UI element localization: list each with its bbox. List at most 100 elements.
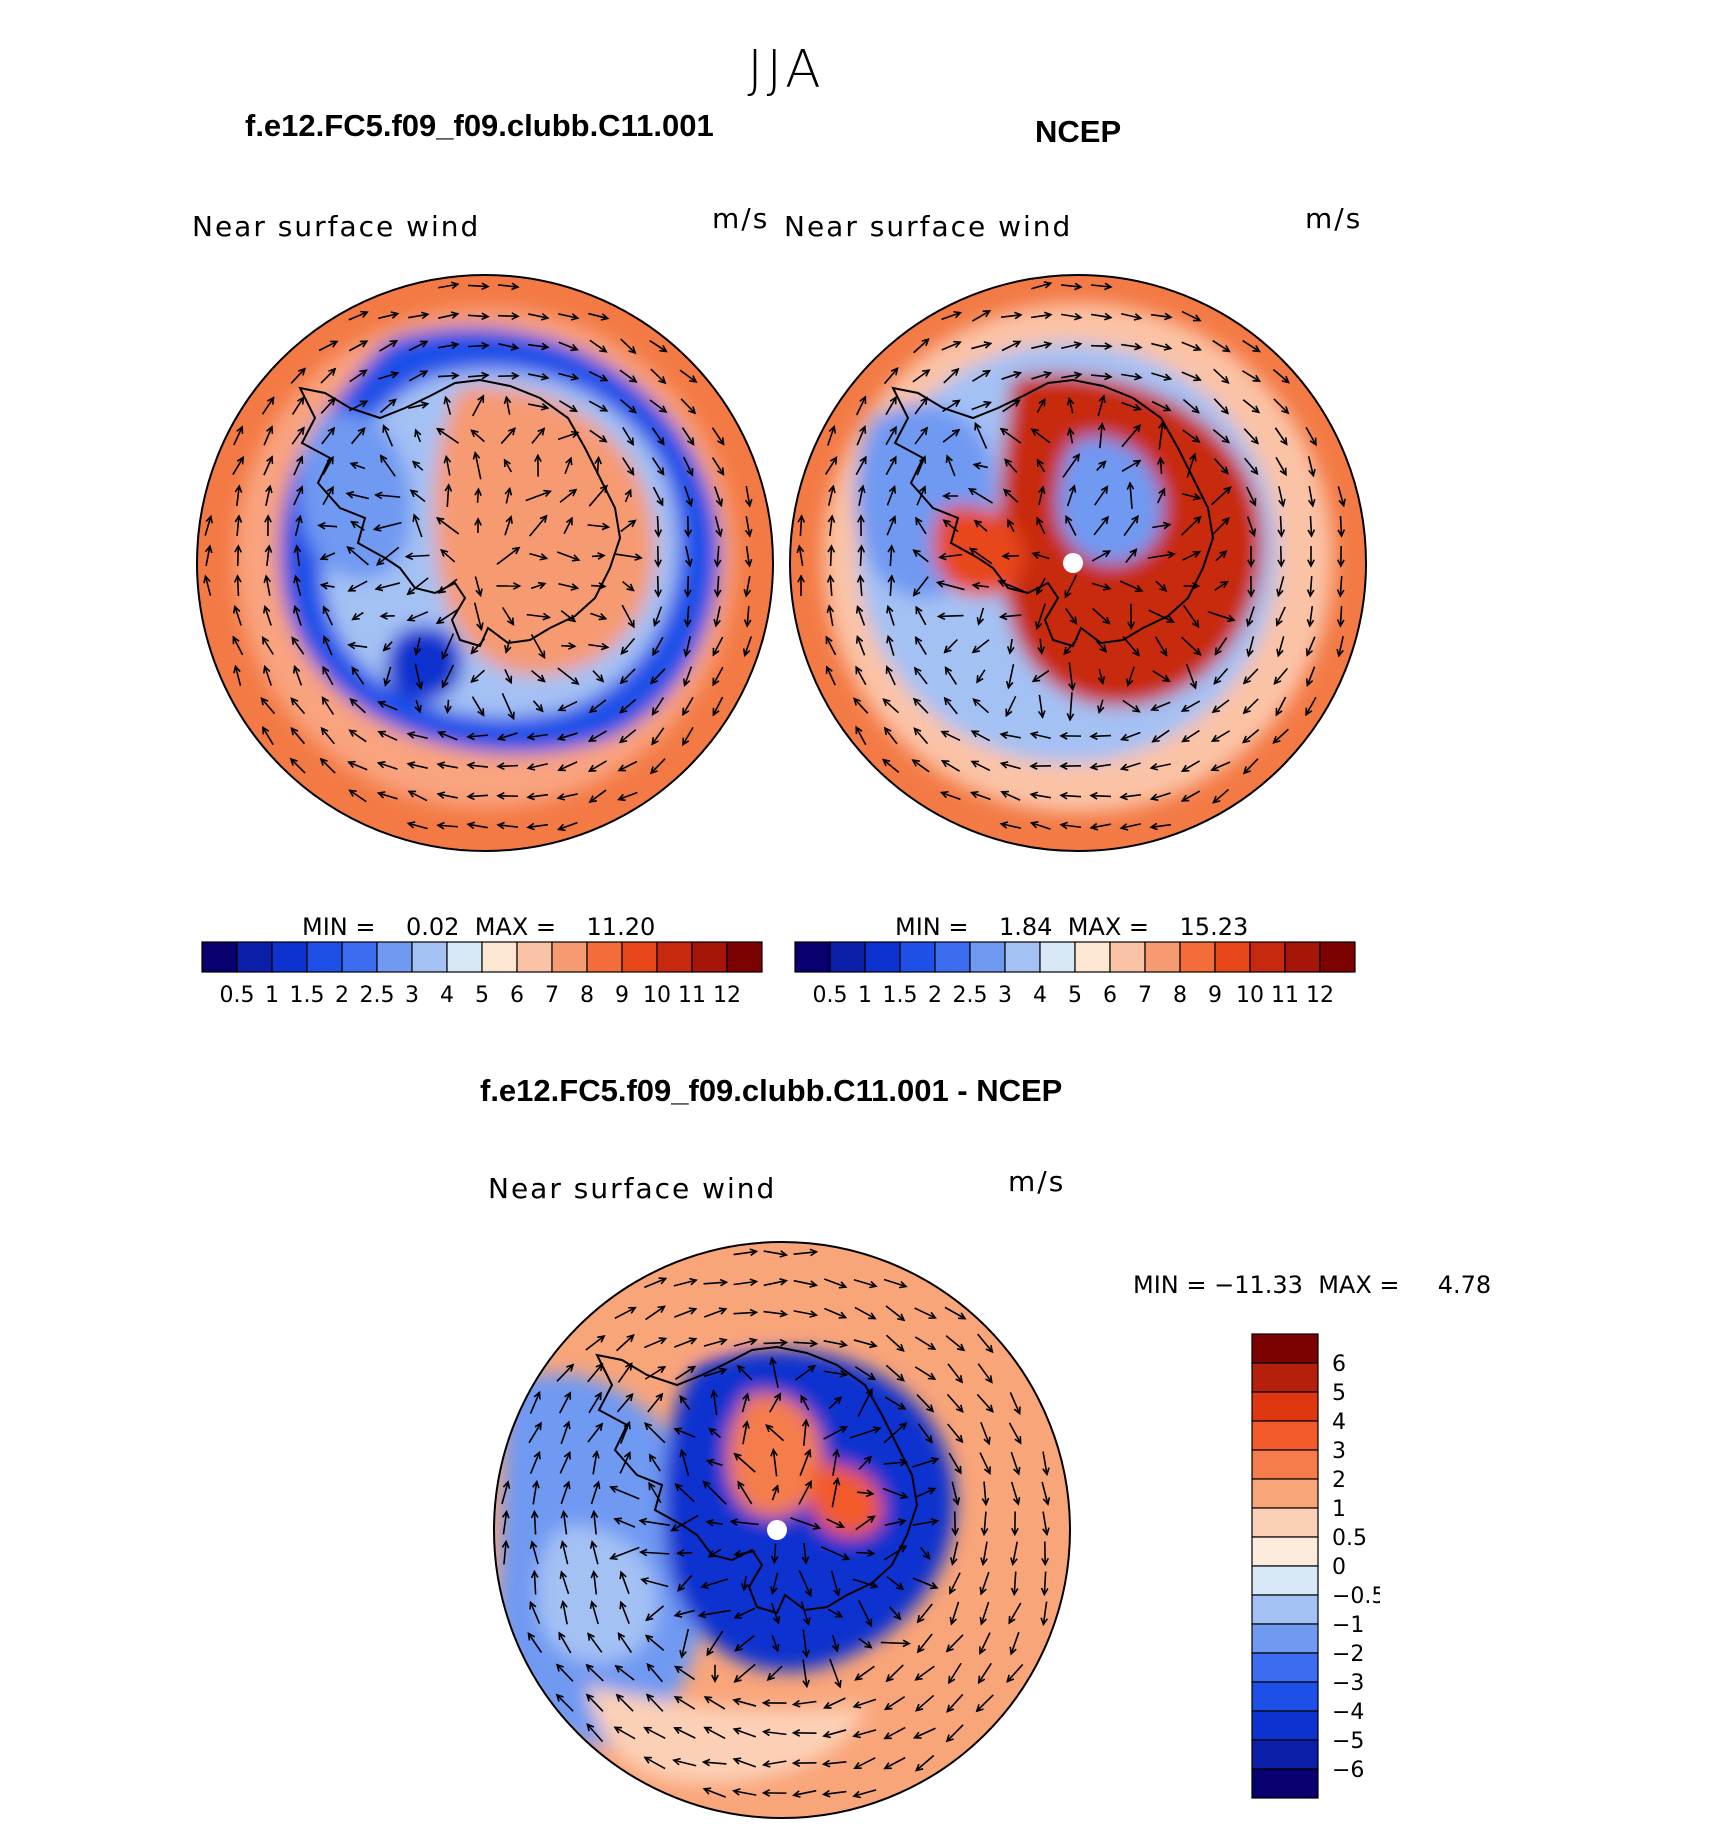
wind-vector-head <box>822 1730 831 1739</box>
wind-vector-head <box>613 1517 623 1525</box>
wind-vector <box>734 1607 756 1619</box>
wind-vector-head <box>347 641 356 650</box>
wind-vector <box>980 1601 990 1625</box>
wind-vector <box>882 1487 908 1499</box>
wind-vector-head <box>537 427 546 436</box>
wind-vector <box>437 374 459 378</box>
wind-vector <box>976 669 986 683</box>
wind-vector <box>378 762 398 770</box>
wind-vector <box>1181 636 1201 656</box>
wind-vector-head <box>322 635 330 644</box>
wind-vector-head <box>702 1480 711 1489</box>
wind-vector-head <box>556 793 566 801</box>
wind-vector <box>1215 550 1227 562</box>
wind-vector <box>586 1723 604 1743</box>
wind-vector <box>915 637 927 655</box>
wind-vector <box>799 515 803 537</box>
wind-vector-head <box>374 583 384 592</box>
wind-vector <box>533 1571 537 1595</box>
wind-vector-head <box>623 1420 631 1430</box>
wind-vector <box>204 576 212 596</box>
wind-vector <box>983 1481 987 1505</box>
wind-vector-head <box>444 483 453 492</box>
wind-vector-head <box>450 281 460 290</box>
wind-vector-head <box>749 1337 758 1346</box>
wind-vector-head <box>853 1762 862 1770</box>
wind-vector <box>858 486 864 506</box>
obs-units-label: m/s <box>1305 202 1363 235</box>
wind-vector-head <box>295 514 303 524</box>
wind-vector <box>1151 792 1171 800</box>
wind-vector-head <box>915 605 923 615</box>
wind-vector-head <box>836 1520 846 1529</box>
wind-vector <box>440 549 456 563</box>
wind-vector-head <box>1281 406 1290 415</box>
wind-vector <box>914 397 928 415</box>
wind-vector <box>745 576 751 596</box>
wind-vector <box>1098 699 1104 713</box>
wind-vector-head <box>419 340 429 348</box>
wind-vector <box>976 1393 994 1413</box>
wind-vector <box>408 790 428 802</box>
wind-vector-head <box>566 1363 575 1372</box>
wind-vector-head <box>742 648 751 658</box>
wind-vector-head <box>682 737 690 747</box>
wind-vector <box>980 1571 990 1595</box>
wind-vector <box>886 1664 904 1682</box>
wind-vector-head <box>717 437 725 446</box>
model-colorbar-bin <box>201 941 238 973</box>
wind-vector <box>802 1659 808 1687</box>
wind-vector-head <box>619 1600 627 1610</box>
wind-vector <box>828 606 834 626</box>
wind-vector-head <box>539 553 549 561</box>
wind-vector <box>348 400 368 412</box>
wind-vector <box>527 343 549 349</box>
wind-vector <box>983 1511 987 1535</box>
wind-vector <box>884 1756 906 1770</box>
wind-vector-head <box>852 1701 862 1709</box>
wind-vector <box>408 822 428 830</box>
wind-vector-head <box>570 313 580 321</box>
wind-vector-head <box>869 1280 878 1289</box>
wind-vector <box>504 516 512 536</box>
wind-vector <box>350 462 366 470</box>
model-min-max: MIN = 0.02 MAX = 11.20 <box>302 913 656 941</box>
wind-vector <box>1031 372 1051 380</box>
wind-vector-head <box>266 455 274 464</box>
wind-vector <box>1277 576 1285 596</box>
wind-vector-head <box>999 821 1009 829</box>
wind-vector <box>857 1389 873 1417</box>
model-colorbar-bin <box>341 941 378 973</box>
wind-vector-head <box>563 1480 571 1490</box>
wind-vector <box>913 698 929 714</box>
wind-vector <box>704 1726 726 1740</box>
wind-vector-head <box>655 1392 664 1402</box>
wind-vector-head <box>1336 589 1345 598</box>
wind-vector-head <box>586 1723 595 1732</box>
wind-vector-head <box>646 1662 655 1672</box>
wind-vector-head <box>593 1480 601 1490</box>
wind-vector <box>974 423 988 449</box>
wind-vector <box>1337 486 1345 506</box>
wind-vector <box>1244 457 1258 475</box>
wind-vector <box>1010 1451 1020 1475</box>
wind-vector-head <box>951 1527 960 1537</box>
wind-vector-head <box>617 764 627 772</box>
wind-vector-head <box>563 1450 571 1460</box>
wind-vector-head <box>899 1458 909 1467</box>
wind-vector-head <box>710 1389 719 1398</box>
wind-vector-head <box>588 795 597 803</box>
wind-vector <box>853 1339 877 1347</box>
wind-vector <box>763 1341 787 1345</box>
wind-vector <box>320 758 336 774</box>
wind-vector-head <box>1099 644 1108 653</box>
wind-vector-head <box>920 396 928 405</box>
wind-vector-head <box>868 1312 877 1320</box>
wind-vector-head <box>749 1278 759 1287</box>
wind-vector-head <box>560 1599 568 1609</box>
diff-colorbar-bin <box>1251 1768 1319 1799</box>
diff-colorbar-tick-label: 1 <box>1332 1497 1346 1522</box>
wind-vector-head <box>801 1418 810 1428</box>
wind-vector <box>883 698 899 714</box>
wind-vector <box>885 396 897 416</box>
